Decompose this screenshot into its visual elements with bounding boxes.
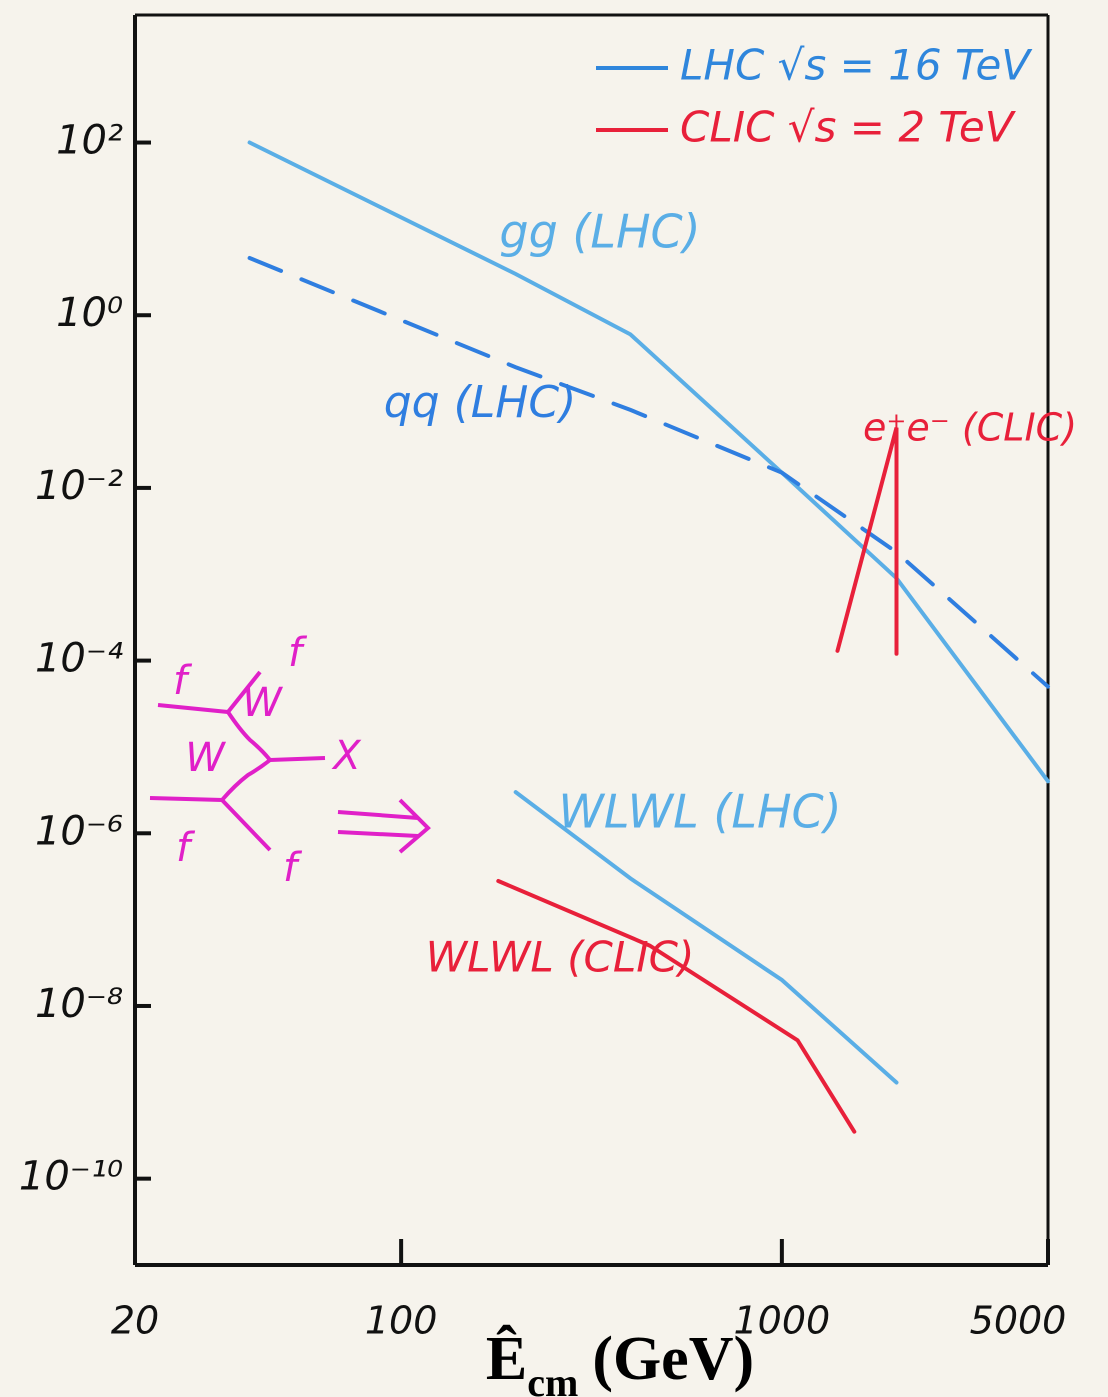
- x-label-subscript: cm: [527, 1360, 578, 1397]
- diagram-label: X: [331, 733, 362, 779]
- y-tick-label: 10⁻²: [35, 463, 123, 509]
- y-tick-label: 10⁰: [56, 290, 123, 336]
- higgs-line: [270, 758, 325, 760]
- y-tick-label: 10⁻⁴: [35, 636, 123, 682]
- x-tick-label: 1000: [734, 1299, 831, 1343]
- series-label: qq (LHC): [384, 377, 577, 428]
- x-tick-label: 5000: [970, 1299, 1067, 1343]
- x-axis-label: Êcm (GeV): [486, 1325, 754, 1397]
- series-label: e⁺e⁻ (CLIC): [863, 406, 1077, 450]
- x-label-unit: (GeV): [592, 1325, 754, 1393]
- y-tick-label: 10⁻⁸: [35, 981, 123, 1027]
- series-label: WLWL (CLIC): [426, 933, 695, 982]
- y-tick-label: 10⁻¹⁰: [19, 1154, 123, 1200]
- legend-label: LHC √s = 16 TeV: [680, 41, 1033, 90]
- series-label: WLWL (LHC): [558, 785, 841, 839]
- series-label: gg (LHC): [499, 205, 700, 259]
- x-tick-label: 20: [111, 1299, 159, 1343]
- x-tick-label: 100: [365, 1299, 438, 1343]
- legend-label: CLIC √s = 2 TeV: [680, 103, 1017, 152]
- y-tick-label: 10²: [56, 118, 123, 164]
- diagram-label: W: [242, 680, 283, 726]
- chart: Êcm (GeV) 10² 10⁰ 10⁻² 10⁻⁴ 10⁻⁶ 10⁻⁸ 10⁻¹⁰ 20 10…: [0, 0, 1108, 1397]
- y-tick-label: 10⁻⁶: [35, 808, 123, 854]
- x-label-symbol: Ê: [486, 1325, 527, 1393]
- diagram-label: W: [185, 735, 226, 781]
